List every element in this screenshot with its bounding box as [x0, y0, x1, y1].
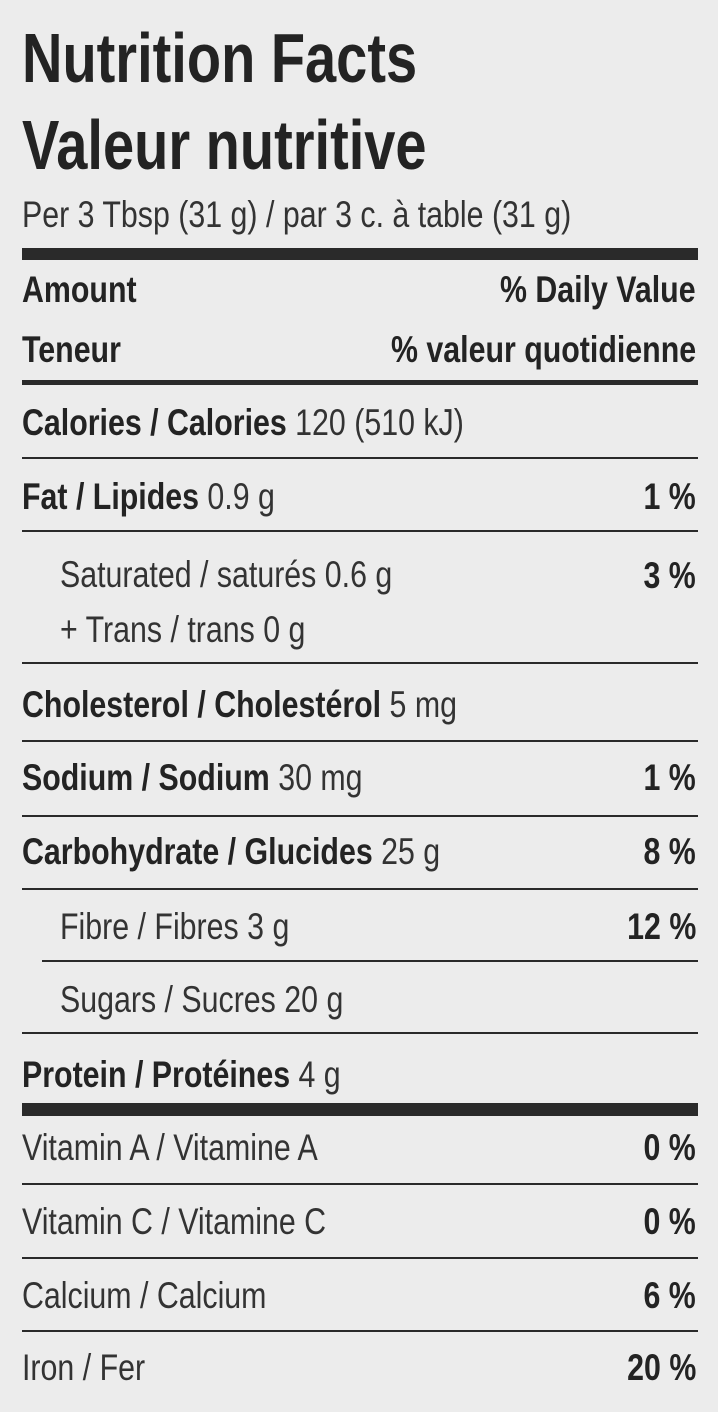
daily-value-percent: 1 % — [643, 757, 696, 798]
divider — [22, 1330, 698, 1332]
nutrient-amount: 30 mg — [269, 757, 363, 798]
vitamin-label: Vitamin C / Vitamine C — [22, 1201, 327, 1242]
teneur-label: Teneur — [22, 329, 121, 370]
divider — [22, 815, 698, 817]
vitamin-label: Vitamin A / Vitamine A — [22, 1127, 318, 1168]
nutrient-row: Protein / Protéines 4 g — [22, 1053, 341, 1097]
divider — [22, 1103, 698, 1116]
vitamin-label: Calcium / Calcium — [22, 1275, 267, 1316]
divider — [22, 1257, 698, 1259]
thick-divider — [22, 248, 698, 260]
nutrient-label: Calories / Calories — [22, 402, 287, 443]
nutrient-amount: 0.6 g — [316, 554, 393, 595]
daily-value-percent: 12 % — [626, 906, 696, 947]
nutrient-row: Carbohydrate / Glucides 25 g — [22, 830, 440, 874]
vitamin-label: Iron / Fer — [22, 1347, 146, 1388]
divider — [22, 530, 698, 532]
divider — [22, 1183, 698, 1185]
daily-value-percent: 8 % — [643, 831, 696, 872]
nutrient-label: Sodium / Sodium — [22, 757, 270, 798]
nutrient-label: Fibre / Fibres — [60, 906, 239, 947]
nutrient-label: Protein / Protéines — [22, 1054, 291, 1095]
daily-value-percent: 3 % — [643, 555, 696, 596]
divider — [42, 960, 698, 962]
vitamin-daily-value: 20 % — [626, 1347, 696, 1388]
nutrient-label: Sugars / Sucres — [60, 979, 276, 1020]
nutrient-label: Carbohydrate / Glucides — [22, 831, 373, 872]
nutrient-row: Cholesterol / Cholestérol 5 mg — [22, 683, 457, 727]
divider — [22, 740, 698, 742]
divider — [22, 1032, 698, 1034]
amount-label: Amount — [22, 269, 137, 310]
nutrient-amount: 25 g — [372, 831, 441, 872]
divider — [22, 888, 698, 890]
divider — [22, 457, 698, 459]
nutrient-row: Sodium / Sodium 30 mg — [22, 756, 363, 800]
nutrient-label: Saturated / saturés — [60, 554, 317, 595]
trans-fat-row: + Trans / trans 0 g — [60, 609, 306, 650]
nutrient-row: Saturated / saturés 0.6 g — [60, 553, 392, 597]
title-english: Nutrition Facts — [22, 19, 418, 97]
divider — [22, 380, 698, 385]
nutrient-label: Fat / Lipides — [22, 476, 200, 517]
daily-value-label: % Daily Value — [500, 269, 696, 310]
vitamin-daily-value: 6 % — [643, 1275, 696, 1316]
nutrient-row: Fat / Lipides 0.9 g — [22, 475, 275, 519]
nutrient-amount: 120 (510 kJ) — [286, 402, 464, 443]
vitamin-daily-value: 0 % — [643, 1201, 696, 1242]
nutrient-row: Calories / Calories 120 (510 kJ) — [22, 401, 464, 445]
nutrient-row: Sugars / Sucres 20 g — [60, 978, 343, 1022]
nutrient-amount: 4 g — [290, 1054, 341, 1095]
nutrient-amount: 5 mg — [381, 684, 457, 725]
daily-value-percent: 1 % — [643, 476, 696, 517]
vitamin-daily-value: 0 % — [643, 1127, 696, 1168]
serving-size: Per 3 Tbsp (31 g) / par 3 c. à table (31… — [22, 194, 572, 235]
divider — [22, 662, 698, 664]
title-french: Valeur nutritive — [22, 106, 427, 184]
valeur-quotidienne-label: % valeur quotidienne — [390, 329, 696, 370]
nutrient-row: Fibre / Fibres 3 g — [60, 905, 289, 949]
nutrient-amount: 20 g — [275, 979, 344, 1020]
nutrient-label: Cholesterol / Cholestérol — [22, 684, 382, 725]
nutrient-amount: 3 g — [238, 906, 290, 947]
nutrient-amount: 0.9 g — [199, 476, 275, 517]
